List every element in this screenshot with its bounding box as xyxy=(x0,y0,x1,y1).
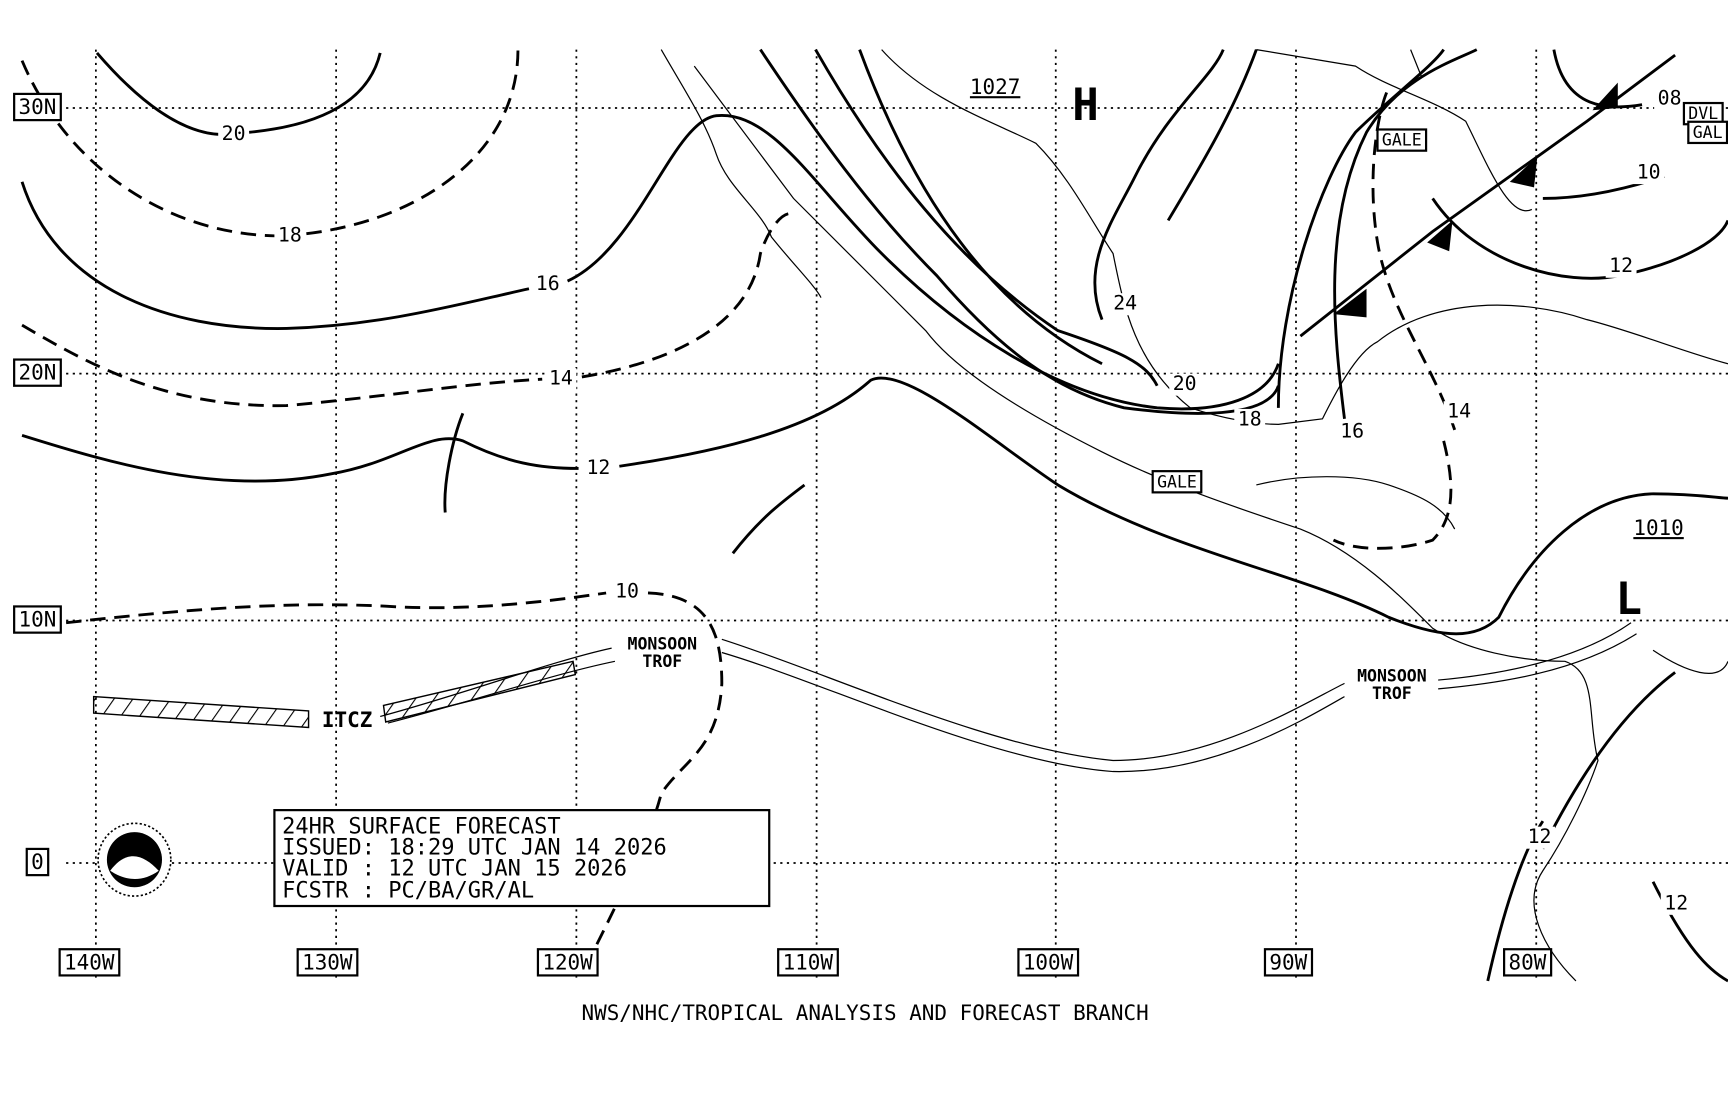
isobar-label: 08 xyxy=(1658,87,1682,110)
warning-label: GALE xyxy=(1157,472,1197,491)
isobar-label-bg xyxy=(532,273,564,296)
forecast-info: 24HR SURFACE FORECAST xyxy=(282,815,561,840)
longitude-label: 130W xyxy=(302,950,353,974)
isobar-label-bg xyxy=(1169,373,1201,396)
trough xyxy=(92,622,1637,773)
isobar-label-bg xyxy=(1336,421,1368,444)
itcz-band xyxy=(92,660,577,729)
forecast-box xyxy=(273,809,771,908)
longitude-label: 120W xyxy=(542,950,593,974)
feature-label: MONSOON xyxy=(1357,666,1427,685)
longitude-label: 100W xyxy=(1023,950,1074,974)
longitude-label: 90W xyxy=(1269,950,1307,974)
latitude-label: 30N xyxy=(19,95,57,119)
isobar-label-bg xyxy=(218,123,250,146)
longitude-label-box xyxy=(1017,948,1080,977)
pressure-symbol: H xyxy=(1072,80,1099,131)
forecast-info: VALID : 12 UTC JAN 15 2026 xyxy=(282,857,627,882)
pressure-value: 1010 xyxy=(1633,516,1683,540)
isobar-label-bg xyxy=(545,368,577,391)
isobar-label: 12 xyxy=(1528,825,1552,848)
warning-label-box xyxy=(1376,128,1428,152)
front-triangles xyxy=(1333,82,1618,318)
longitude-label-box xyxy=(1503,948,1553,977)
isobar-label: 24 xyxy=(1113,292,1137,315)
latitude-label: 20N xyxy=(19,361,57,385)
coastline xyxy=(660,49,1728,982)
longitude-label-box xyxy=(1263,948,1314,977)
isobar-label-bg xyxy=(611,580,643,603)
forecast-info: ISSUED: 18:29 UTC JAN 14 2026 xyxy=(282,836,667,861)
latitude-label: 0 xyxy=(31,850,44,874)
isobar-label-bg xyxy=(1633,162,1665,185)
isobar-label-bg xyxy=(1524,826,1555,849)
isobar-label: 20 xyxy=(222,122,246,145)
isobars xyxy=(20,48,1728,983)
isobar-label-bg xyxy=(1234,408,1266,431)
latitude-label: 10N xyxy=(19,608,57,632)
isobar-label-bg xyxy=(1654,88,1686,111)
isobar-label: 12 xyxy=(1664,891,1688,914)
isobar-label: 12 xyxy=(1609,254,1633,277)
longitude-label-box xyxy=(536,948,599,977)
isobar-label: 16 xyxy=(536,272,560,295)
longitude-label: 110W xyxy=(783,950,834,974)
pressure-value: 1027 xyxy=(970,75,1020,99)
isobar-label: 20 xyxy=(1173,372,1197,395)
labels: 30N 20N 10N 0 140W 130W 120W 110W 100W 90W 80W 20 18… xyxy=(13,75,1728,1025)
isobar-label: 16 xyxy=(1340,420,1364,443)
feature-label: ITCZ xyxy=(322,708,372,732)
longitude-label-box xyxy=(296,948,359,977)
isobar-label-bg xyxy=(274,224,306,247)
pressure-symbol: L xyxy=(1616,574,1643,625)
isobar-label-bg xyxy=(582,457,614,480)
feature-label: TROF xyxy=(1372,684,1412,703)
longitude-label-box xyxy=(777,948,839,977)
isobar-label: 10 xyxy=(1637,161,1661,184)
latitude-label-box xyxy=(13,358,62,387)
isobar-label: 18 xyxy=(1238,407,1262,430)
isobar-label-bg xyxy=(1443,401,1475,424)
warning-label-box xyxy=(1687,120,1728,145)
feature-label: TROF xyxy=(642,652,682,671)
warning-label: DVL xyxy=(1688,104,1718,123)
isobar-label-bg xyxy=(1605,255,1637,278)
warning-label-box xyxy=(1151,470,1203,494)
isobar-label-bg xyxy=(1660,892,1692,915)
feature-label: MONSOON xyxy=(628,634,698,653)
isobar-label-bg xyxy=(1109,293,1141,316)
longitude-label-box xyxy=(58,948,121,977)
warning-label: GAL xyxy=(1693,123,1723,142)
isobar-label: 18 xyxy=(278,223,302,246)
latitude-label-box xyxy=(13,605,62,634)
forecast-info: FCSTR : PC/BA/GR/AL xyxy=(282,879,534,904)
longitude-label: 140W xyxy=(64,950,115,974)
warning-label: GALE xyxy=(1382,131,1422,150)
longitude-label: 80W xyxy=(1509,950,1547,974)
latitude-label-box xyxy=(13,92,62,122)
isobar-label: 14 xyxy=(1447,400,1471,423)
isobar-label: 10 xyxy=(615,579,639,602)
footer: NWS/NHC/TROPICAL ANALYSIS AND FORECAST B… xyxy=(581,1001,1148,1025)
isobar-label: 14 xyxy=(549,367,573,390)
noaa-logo xyxy=(97,822,172,897)
isobar-label: 12 xyxy=(586,456,610,479)
latitude-label-box xyxy=(25,847,50,877)
